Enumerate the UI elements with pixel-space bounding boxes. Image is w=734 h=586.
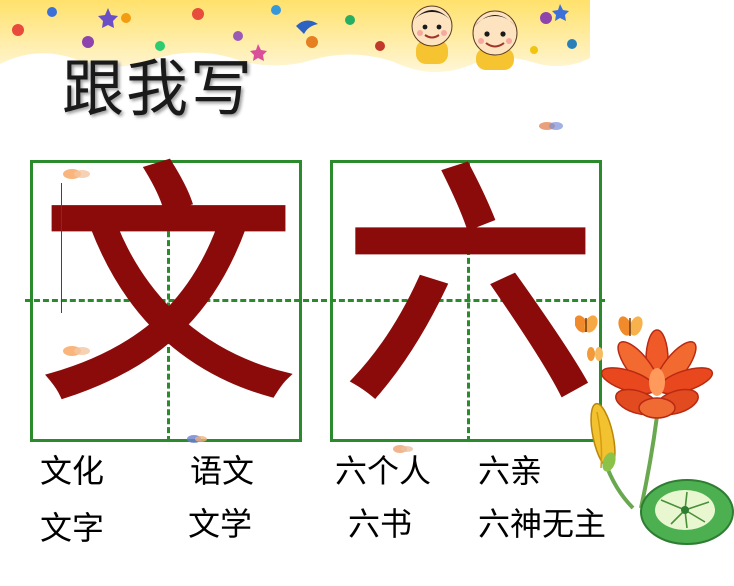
text-cursor-line [61, 183, 62, 313]
flower-illustration-icon [575, 315, 734, 545]
butterfly-icon [575, 315, 598, 333]
practice-character-first: 文 [43, 140, 293, 434]
sparkle-icon [539, 122, 563, 130]
butterfly-icon [618, 316, 643, 336]
cartoon-child-left [411, 5, 453, 64]
word-item: 六书 [348, 505, 413, 543]
word-item: 文学 [188, 505, 253, 543]
word-item: 文字 [40, 509, 105, 547]
word-item: 语文 [190, 452, 255, 490]
sparkle-icon [63, 169, 90, 179]
cartoon-child-right [472, 10, 518, 70]
flower-bud [590, 402, 616, 472]
word-item: 六亲 [478, 452, 543, 490]
page-title: 跟我写 [62, 52, 255, 125]
practice-character-second: 六 [345, 140, 595, 434]
sparkle-icon [187, 435, 207, 443]
red-flower [600, 329, 714, 419]
grid-midline-horizontal [25, 299, 605, 302]
lily-pad-leaf [640, 479, 734, 545]
sparkle-icon [63, 346, 90, 356]
butterfly-icon [587, 347, 603, 361]
confetti [12, 4, 577, 61]
word-item: 六神无主 [478, 505, 607, 543]
word-item: 文化 [40, 452, 105, 490]
word-item: 六个人 [335, 452, 432, 490]
sparkle-icon [393, 445, 413, 453]
cartoon-children-banner-icon [0, 0, 590, 73]
